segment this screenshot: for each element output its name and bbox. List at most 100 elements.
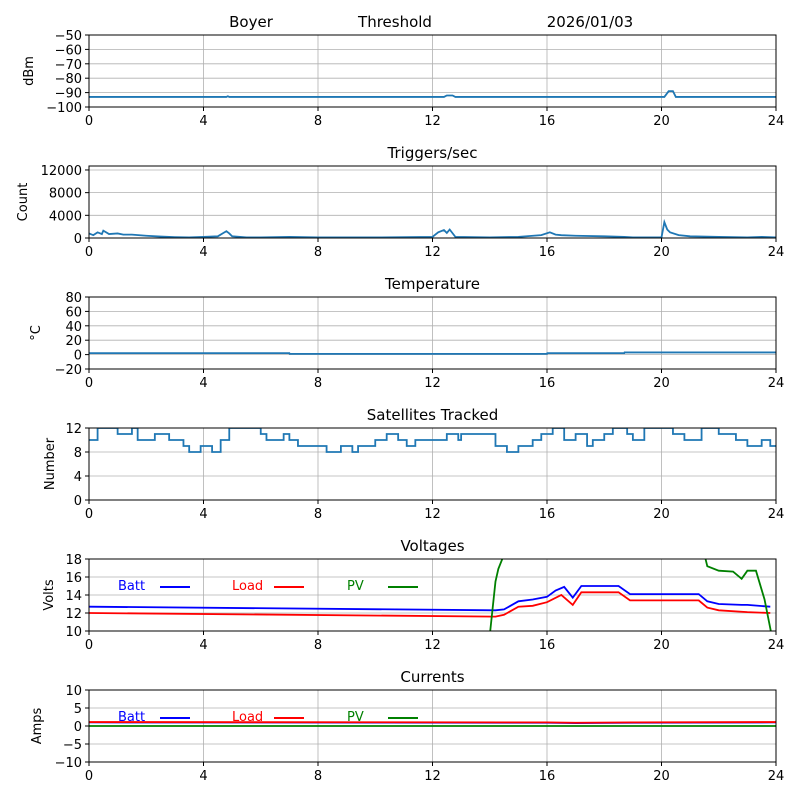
series-line-load xyxy=(89,721,776,724)
x-tick-label: 12 xyxy=(424,769,441,784)
y-tick-label: −5 xyxy=(63,738,82,753)
x-tick-label: 4 xyxy=(199,376,207,391)
y-axis-label: °C xyxy=(29,325,44,341)
x-tick-label: 4 xyxy=(199,507,207,522)
x-tick-label: 16 xyxy=(539,376,556,391)
x-tick-label: 0 xyxy=(85,769,93,784)
x-tick-label: 24 xyxy=(768,376,785,391)
y-tick-label: 40 xyxy=(65,320,82,335)
series-line-pv xyxy=(489,559,772,631)
y-tick-label: 10 xyxy=(65,684,82,699)
y-tick-label: 12000 xyxy=(41,164,82,179)
panel-1: 0 4 8 12 16 20 24 0 4000 8000 12000 Triggers/sec Cou… xyxy=(16,144,784,260)
x-tick-label: 4 xyxy=(199,638,207,653)
panel-0: 0 4 8 12 16 20 24 −50−60−70−80−90−100 dBm xyxy=(22,29,784,129)
y-tick-label: 20 xyxy=(65,334,82,349)
panel-4: 0 4 8 12 16 20 24 18 16 14 12 10 Voltages Volts Batt Lo… xyxy=(42,537,784,653)
series-line-load xyxy=(89,591,771,618)
y-axis-label: dBm xyxy=(22,56,37,86)
x-tick-label: 20 xyxy=(653,507,670,522)
x-tick-label: 20 xyxy=(653,376,670,391)
y-tick-label: 4 xyxy=(74,470,82,485)
x-tick-label: 20 xyxy=(653,638,670,653)
x-tick-label: 0 xyxy=(85,376,93,391)
y-tick-label: 18 xyxy=(65,553,82,568)
y-tick-label: 10 xyxy=(65,625,82,640)
x-tick-label: 4 xyxy=(199,245,207,260)
x-tick-label: 0 xyxy=(85,245,93,260)
legend-label-pv: PV xyxy=(347,579,364,594)
x-tick-label: 8 xyxy=(314,769,322,784)
x-tick-label: 24 xyxy=(768,769,785,784)
x-tick-label: 16 xyxy=(539,507,556,522)
y-axis-label: Volts xyxy=(42,579,57,611)
y-tick-label: 80 xyxy=(65,291,82,306)
series-line-batt xyxy=(89,585,771,612)
panel-5: 0 4 8 12 16 20 24 10 5 0 −5 −10 Currents Amps Batt Load… xyxy=(30,668,784,784)
x-tick-label: 0 xyxy=(85,114,93,129)
y-tick-label: −100 xyxy=(46,101,82,116)
y-tick-label: 8 xyxy=(74,446,82,461)
y-tick-label: 0 xyxy=(74,232,82,247)
y-tick-label: 8000 xyxy=(49,187,82,202)
x-tick-label: 24 xyxy=(768,638,785,653)
y-tick-label: 60 xyxy=(65,305,82,320)
x-tick-label: 4 xyxy=(199,114,207,129)
y-tick-label: −20 xyxy=(55,363,82,378)
x-tick-label: 0 xyxy=(85,507,93,522)
series-line-triggers xyxy=(89,218,776,238)
series-line-temperature xyxy=(89,351,776,355)
x-tick-label: 12 xyxy=(424,507,441,522)
x-tick-label: 24 xyxy=(768,245,785,260)
x-tick-label: 20 xyxy=(653,114,670,129)
x-tick-label: 24 xyxy=(768,114,785,129)
x-tick-label: 16 xyxy=(539,769,556,784)
x-tick-label: 16 xyxy=(539,638,556,653)
panel-title: Voltages xyxy=(400,537,464,555)
x-tick-label: 20 xyxy=(653,245,670,260)
y-tick-label: 0 xyxy=(74,349,82,364)
x-tick-label: 8 xyxy=(314,376,322,391)
panel-title: Triggers/sec xyxy=(387,144,478,162)
x-tick-label: 12 xyxy=(424,376,441,391)
y-tick-label: −50 xyxy=(55,29,82,44)
legend-label-pv: PV xyxy=(347,710,364,725)
x-tick-label: 12 xyxy=(424,245,441,260)
panel-title: Satellites Tracked xyxy=(367,406,498,424)
header-mode: Threshold xyxy=(357,13,432,31)
y-tick-label: 0 xyxy=(74,720,82,735)
y-axis-label: Number xyxy=(43,437,58,490)
y-tick-label: −70 xyxy=(55,58,82,73)
y-tick-label: 14 xyxy=(65,589,82,604)
panel-title: Temperature xyxy=(384,275,480,293)
x-tick-label: 12 xyxy=(424,638,441,653)
legend-label-load: Load xyxy=(232,710,263,725)
y-tick-label: −90 xyxy=(55,87,82,102)
y-tick-label: 4000 xyxy=(49,209,82,224)
x-tick-label: 20 xyxy=(653,769,670,784)
x-tick-label: 4 xyxy=(199,769,207,784)
y-axis-label: Amps xyxy=(30,707,45,744)
series-line-signal xyxy=(89,90,776,98)
panel-title: Currents xyxy=(400,668,464,686)
x-tick-label: 12 xyxy=(424,114,441,129)
x-tick-label: 8 xyxy=(314,245,322,260)
x-tick-label: 16 xyxy=(539,114,556,129)
y-tick-label: 5 xyxy=(74,702,82,717)
x-tick-label: 8 xyxy=(314,507,322,522)
panel-3: 0 4 8 12 16 20 24 12 8 4 0 Satellites Tracked Number xyxy=(43,406,784,522)
y-axis-label: Count xyxy=(16,183,31,222)
x-tick-label: 0 xyxy=(85,638,93,653)
header-station: Boyer xyxy=(229,13,274,31)
series-line-satellites xyxy=(89,428,776,453)
y-tick-label: −10 xyxy=(55,756,82,771)
legend-label-batt: Batt xyxy=(118,579,145,594)
y-tick-label: −60 xyxy=(55,43,82,58)
header-date: 2026/01/03 xyxy=(547,13,633,31)
legend-label-load: Load xyxy=(232,579,263,594)
y-tick-label: 12 xyxy=(65,422,82,437)
x-tick-label: 8 xyxy=(314,638,322,653)
x-tick-label: 24 xyxy=(768,507,785,522)
x-tick-label: 8 xyxy=(314,114,322,129)
